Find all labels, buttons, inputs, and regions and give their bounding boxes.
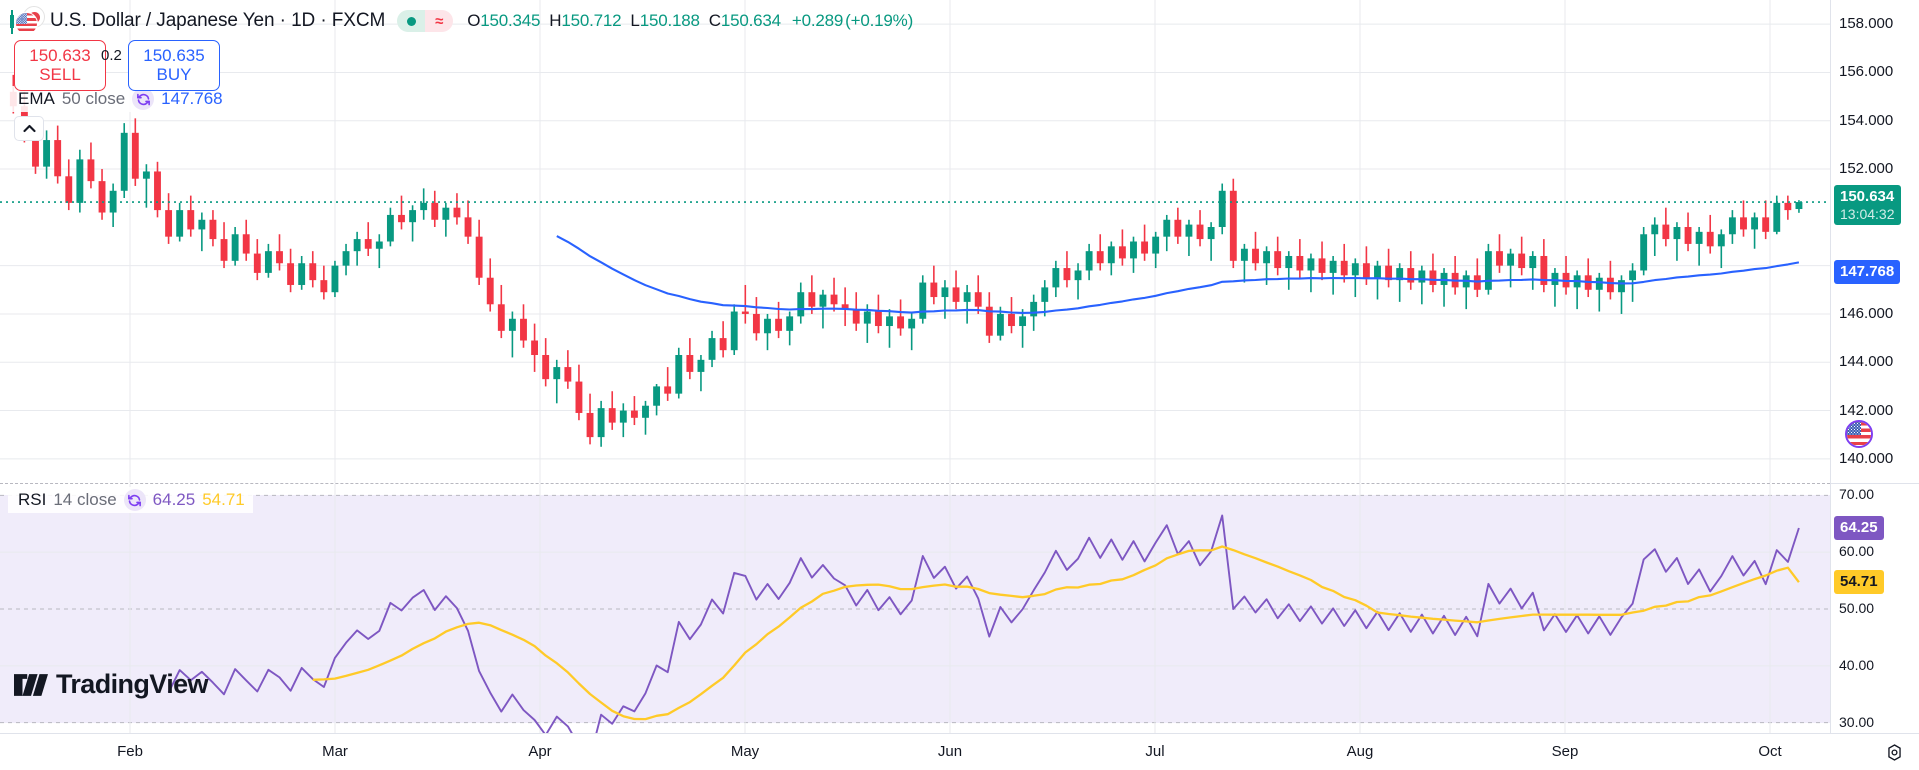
- rsi-axis-tick: 40.00: [1839, 656, 1875, 673]
- collapse-pane-button[interactable]: [14, 116, 44, 141]
- chevron-up-icon: [22, 124, 36, 133]
- rsi-axis-tick: 30.00: [1839, 713, 1875, 730]
- bar-countdown: 13:04:32: [1840, 205, 1895, 222]
- refresh-icon[interactable]: [132, 88, 155, 110]
- price-axis-tick: 154.000: [1839, 111, 1894, 129]
- ohlc-low-value: 150.188: [639, 11, 700, 30]
- price-axis-tick: 158.000: [1839, 15, 1894, 33]
- buy-label: BUY: [156, 65, 192, 85]
- sell-price: 150.633: [29, 46, 91, 65]
- rsi-axis-tick: 60.00: [1839, 543, 1875, 560]
- ema-price-tag: 147.768: [1834, 260, 1901, 284]
- time-axis-tick: Apr: [528, 743, 552, 760]
- rsi-legend-value: 64.25: [152, 490, 196, 509]
- ohlc-high-value: 150.712: [561, 11, 622, 30]
- time-axis-tick: Mar: [322, 743, 348, 760]
- usd-jpy-flags-icon: [10, 6, 45, 36]
- ohlc-open-value: 150.345: [480, 11, 541, 30]
- price-axis-tick: 144.000: [1839, 353, 1894, 371]
- symbol-title[interactable]: U.S. Dollar / Japanese Yen · 1D · FXCM: [50, 10, 386, 31]
- time-axis-tick: Jun: [937, 743, 963, 760]
- price-axis-tick: 140.000: [1839, 449, 1894, 467]
- rsi-ma-value-tag: 54.71: [1834, 570, 1884, 594]
- chart-header: U.S. Dollar / Japanese Yen · 1D · FXCM ≈…: [0, 0, 1919, 42]
- last-price-value: 150.634: [1840, 188, 1895, 206]
- price-axis-tick: 152.000: [1839, 160, 1894, 178]
- time-axis-tick: Oct: [1758, 743, 1782, 760]
- avatar[interactable]: [1845, 420, 1873, 448]
- last-price-tag: 150.634 13:04:32: [1834, 185, 1901, 226]
- sell-label: SELL: [39, 65, 81, 85]
- ohlc-high-label: H: [549, 11, 562, 30]
- rsi-legend-args: 14 close: [53, 490, 117, 509]
- change-absolute: +0.289: [791, 11, 844, 30]
- buy-price: 150.635: [143, 46, 205, 65]
- rsi-value-tag: 64.25: [1834, 516, 1884, 540]
- price-axis[interactable]: 158.000156.000154.000152.000148.000146.0…: [1830, 0, 1919, 733]
- time-axis[interactable]: Feb Mar Apr May Jun Jul Aug Sep Oct: [0, 733, 1919, 770]
- ohlc-close-label: C: [708, 11, 721, 30]
- axis-separator: [1831, 483, 1919, 484]
- ema-legend-args: 50 close: [61, 89, 126, 108]
- change-percent: (+0.19%): [845, 11, 914, 30]
- ohlc-low-label: L: [630, 11, 640, 30]
- rsi-axis-tick: 70.00: [1839, 486, 1875, 503]
- time-axis-tick: Sep: [1551, 743, 1579, 760]
- settings-gear-icon[interactable]: [1883, 741, 1905, 763]
- price-chart-canvas[interactable]: [0, 0, 1830, 483]
- ohlc-values: O 150.345 H 150.712 L 150.188 C 150.634 +0.2…: [467, 11, 913, 31]
- rsi-indicator-legend[interactable]: RSI 14 close 64.25 54.71: [8, 487, 253, 513]
- rsi-ma-legend-value: 54.71: [202, 490, 245, 509]
- ema-legend-value: 147.768: [161, 89, 223, 108]
- status-pill[interactable]: ≈: [397, 10, 454, 32]
- rsi-chart-canvas[interactable]: [0, 484, 1830, 733]
- time-axis-tick: Jul: [1145, 743, 1165, 760]
- ohlc-open-label: O: [467, 11, 481, 30]
- time-axis-tick: May: [730, 743, 760, 760]
- refresh-icon[interactable]: [123, 489, 146, 511]
- approx-wave-icon[interactable]: ≈: [425, 10, 454, 32]
- rsi-legend-name: RSI: [18, 490, 47, 509]
- ohlc-close-value: 150.634: [720, 11, 781, 30]
- rsi-chart-pane[interactable]: [0, 483, 1830, 733]
- spread-value: 0.2: [101, 47, 122, 64]
- sell-button[interactable]: 150.633 SELL: [14, 40, 106, 92]
- time-axis-tick: Aug: [1346, 743, 1374, 760]
- rsi-axis-tick: 50.00: [1839, 600, 1875, 616]
- price-chart-pane[interactable]: [0, 0, 1830, 483]
- price-axis-tick: 142.000: [1839, 401, 1894, 419]
- ema-legend-name: EMA: [18, 89, 55, 108]
- buy-button[interactable]: 150.635 BUY: [128, 40, 220, 92]
- price-axis-tick: 156.000: [1839, 63, 1894, 81]
- price-axis-tick: 146.000: [1839, 304, 1894, 322]
- market-open-dot-icon[interactable]: [397, 10, 426, 32]
- time-axis-tick: Feb: [117, 743, 143, 760]
